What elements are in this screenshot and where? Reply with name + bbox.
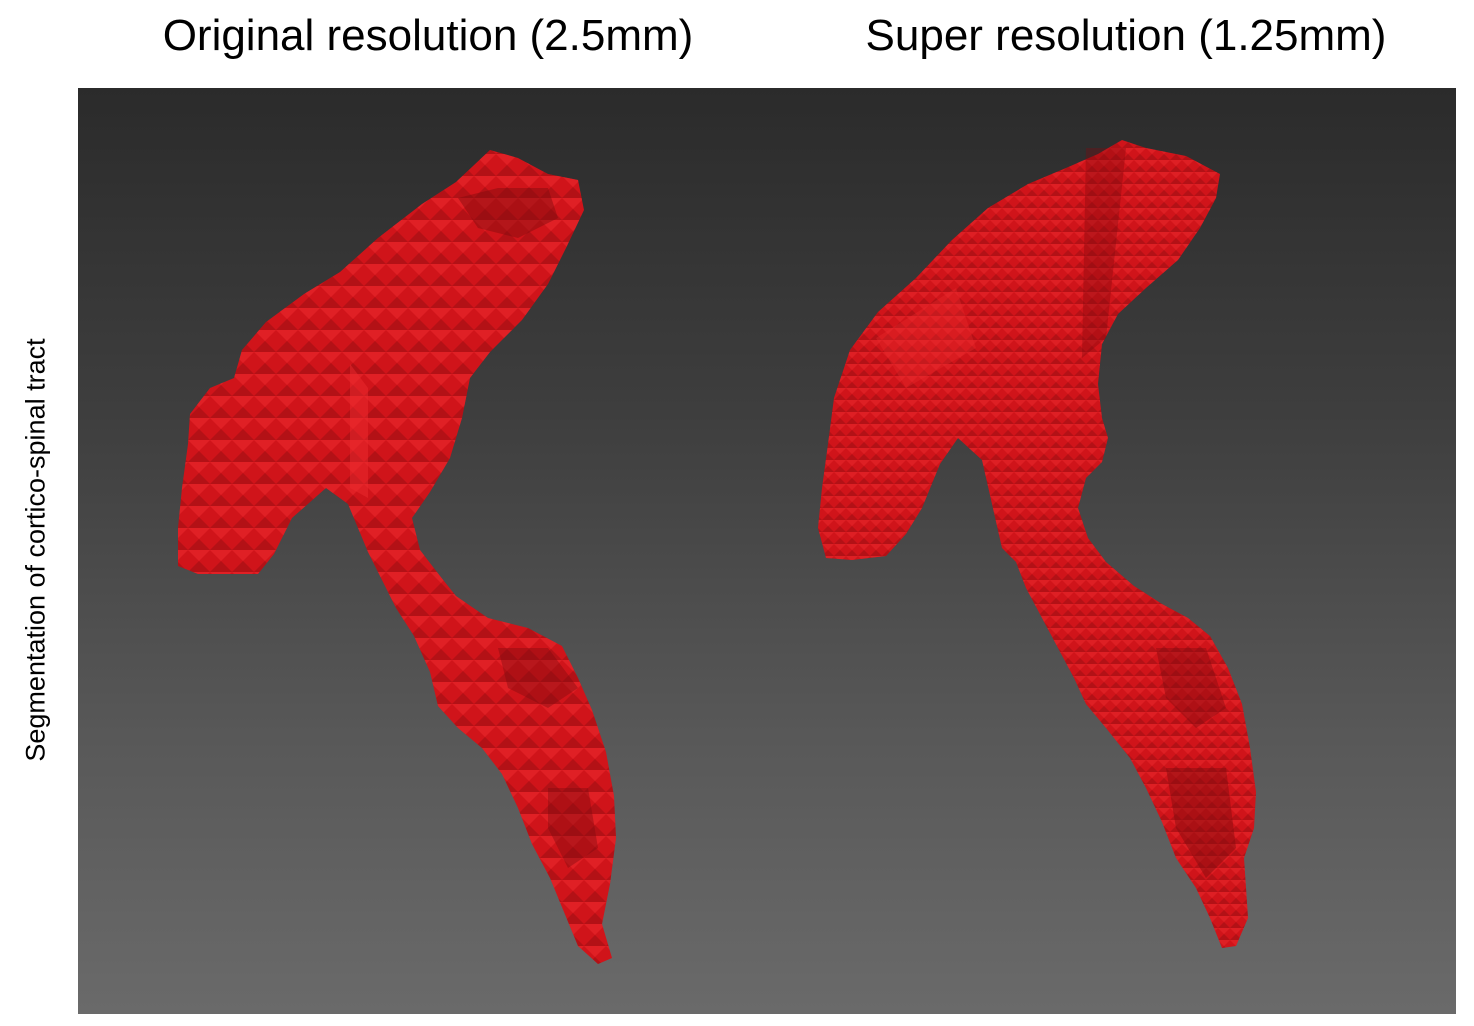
title-super-resolution: Super resolution (1.25mm) [865,11,1387,60]
render-panel-super [726,88,1456,1014]
render-panel-original [78,88,726,1014]
title-original-resolution: Original resolution (2.5mm) [162,11,694,60]
tract-render-super [818,140,1256,948]
tract-render-original [178,150,616,964]
row-label: Segmentation of cortico-spinal tract [20,338,51,762]
